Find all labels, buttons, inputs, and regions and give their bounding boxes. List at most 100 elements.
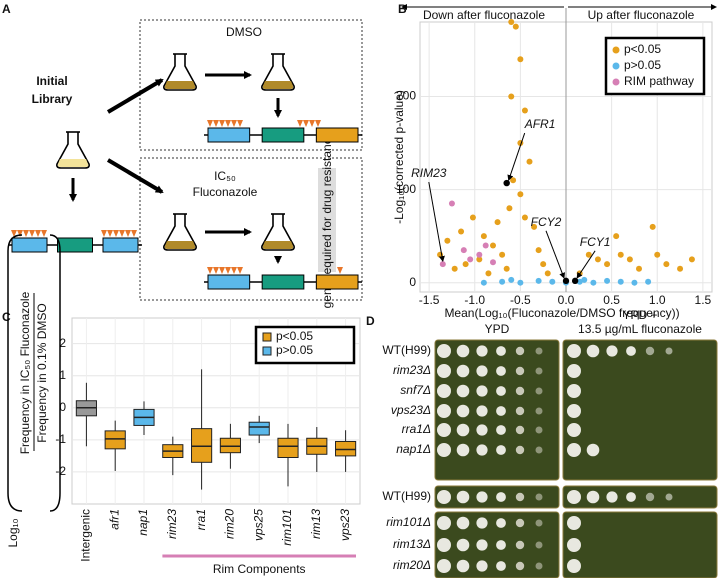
spot (456, 423, 470, 437)
spot (567, 384, 581, 398)
y-tick-label: 200 (396, 89, 416, 103)
point (508, 93, 515, 100)
spot (535, 367, 543, 375)
spot (606, 491, 618, 503)
insertion-marker (125, 230, 131, 237)
group-label: Rim Components (213, 562, 306, 576)
construct-block (315, 274, 359, 290)
direction-label: Up after fluconazole (588, 8, 695, 22)
flask (261, 53, 295, 91)
strain-label: vps23Δ (391, 403, 431, 417)
insertion-marker (297, 120, 303, 127)
flask-liquid (57, 159, 89, 167)
spot (496, 406, 506, 416)
point (531, 223, 538, 230)
flask (261, 213, 295, 251)
spot (606, 345, 618, 357)
insertion-marker (231, 267, 237, 274)
spot (437, 516, 451, 530)
strain-label: rim20Δ (393, 558, 431, 572)
flask-liquid (262, 241, 294, 249)
point (540, 261, 547, 268)
spot (645, 492, 655, 502)
spot (437, 404, 451, 418)
strain-label: WT(H99) (382, 489, 431, 503)
legend-box (604, 36, 706, 96)
spot (515, 540, 525, 550)
spot (535, 519, 543, 527)
spot (476, 444, 488, 456)
insertion-marker (237, 267, 243, 274)
legend-swatch (262, 346, 272, 356)
gene-note: gene required for drug resistance (320, 131, 334, 308)
insertion-marker (207, 267, 213, 274)
insertion-marker (29, 230, 35, 237)
box (191, 428, 213, 463)
insertion-marker (237, 120, 243, 127)
spot (456, 344, 470, 358)
point (448, 200, 455, 207)
point (510, 177, 517, 184)
construct-block (11, 237, 48, 253)
legend-label: p<0.05 (276, 329, 313, 343)
spot (496, 386, 506, 396)
insertion-marker (35, 230, 41, 237)
spot (535, 347, 543, 355)
y-axis-label: -Log₁₀(corrected p-value) (392, 90, 406, 224)
point (617, 251, 624, 258)
annotated-point (571, 277, 579, 285)
insertion-marker (207, 120, 213, 127)
legend-label: p<0.05 (624, 42, 661, 56)
point (594, 256, 601, 263)
ic50-label: IC₅₀ (214, 169, 236, 183)
point (444, 237, 451, 244)
y-tick-label: -2 (55, 464, 66, 478)
spot (626, 492, 636, 502)
panel-label: A (2, 2, 11, 16)
spot (515, 366, 525, 376)
point (517, 56, 524, 63)
spot (437, 490, 451, 504)
x-tick-label: 0.5 (603, 293, 620, 307)
spot (437, 344, 451, 358)
x-tick-label: vps23 (338, 509, 352, 541)
point (476, 251, 483, 258)
point (526, 158, 533, 165)
insertion-marker (219, 267, 225, 274)
spot (586, 443, 600, 457)
y-axis-label: Frequency in 0.1% DMSO (35, 303, 49, 442)
box (248, 421, 270, 436)
x-tick-label: rim23 (165, 509, 179, 539)
construct-block (207, 274, 251, 290)
spot (535, 446, 543, 454)
spot (496, 540, 506, 550)
spot (437, 559, 451, 573)
spot (496, 492, 506, 502)
point (636, 265, 642, 272)
x-tick-label: rim20 (223, 509, 237, 539)
point (499, 251, 506, 258)
x-tick-label: rim13 (309, 509, 323, 539)
flask-liquid (164, 81, 196, 89)
y-axis-label: Frequency in IC₅₀ Fluconazole (18, 291, 32, 454)
annotation-arrow (545, 230, 566, 279)
paren (7, 234, 23, 512)
spot (535, 562, 543, 570)
spot (476, 365, 488, 377)
panel-a-layout (69, 19, 363, 301)
x-tick-label: 0.0 (558, 293, 575, 307)
y-axis-label: Log₁₀ (6, 518, 20, 547)
spot (476, 560, 488, 572)
spot (535, 426, 543, 434)
insertion-marker (17, 230, 23, 237)
paren (49, 234, 61, 512)
box (219, 437, 241, 454)
point (626, 256, 633, 263)
insertion-marker (119, 230, 125, 237)
spot (515, 518, 525, 528)
legend-label: p>0.05 (276, 343, 313, 357)
x-tick-label: 1.0 (649, 293, 666, 307)
point (645, 278, 652, 285)
spot (476, 385, 488, 397)
y-tick-label: 0 (59, 400, 66, 414)
